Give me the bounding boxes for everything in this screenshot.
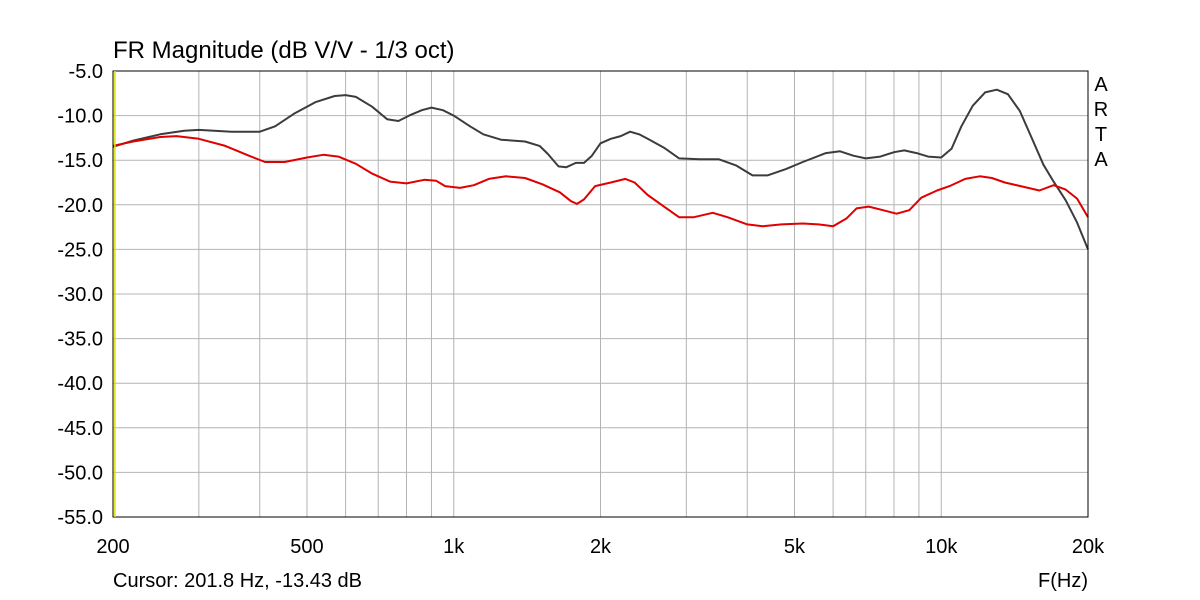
y-tick-label: -10.0 <box>57 106 103 128</box>
x-tick-label: 5k <box>784 536 806 558</box>
x-tick-label: 20k <box>1072 536 1105 558</box>
y-tick-label: -45.0 <box>57 418 103 440</box>
side-label-letter: R <box>1094 99 1108 121</box>
side-label-letter: A <box>1094 74 1108 96</box>
side-label-letter: A <box>1094 149 1108 171</box>
x-tick-label: 200 <box>96 536 129 558</box>
x-tick-label: 10k <box>925 536 958 558</box>
series-lines <box>112 88 1089 250</box>
x-tick-label: 500 <box>290 536 323 558</box>
grid <box>113 71 1088 517</box>
series-line-2 <box>112 135 1089 228</box>
y-tick-label: -20.0 <box>57 195 103 217</box>
y-tick-label: -55.0 <box>57 507 103 529</box>
x-axis-label: F(Hz) <box>1038 570 1088 592</box>
x-tick-labels: 200 500 1k 2k 5k 10k 20k <box>96 536 1105 558</box>
y-tick-label: -15.0 <box>57 150 103 172</box>
y-tick-label: -35.0 <box>57 329 103 351</box>
y-tick-label: -50.0 <box>57 462 103 484</box>
x-tick-label: 1k <box>443 536 465 558</box>
y-tick-labels: -5.0 -10.0 -15.0 -20.0 -25.0 -30.0 -35.0 -40.0 -… <box>57 61 103 529</box>
x-tick-label: 2k <box>590 536 612 558</box>
plot-frame <box>112 70 1089 518</box>
side-label-letter: T <box>1095 124 1107 146</box>
y-tick-label: -30.0 <box>57 284 103 306</box>
series-line-1 <box>112 88 1089 250</box>
y-tick-label: -25.0 <box>57 239 103 261</box>
chart-title: FR Magnitude (dB V/V - 1/3 oct) <box>113 37 454 64</box>
y-tick-label: -5.0 <box>69 61 103 83</box>
y-tick-label: -40.0 <box>57 373 103 395</box>
cursor-readout: Cursor: 201.8 Hz, -13.43 dB <box>113 570 362 592</box>
